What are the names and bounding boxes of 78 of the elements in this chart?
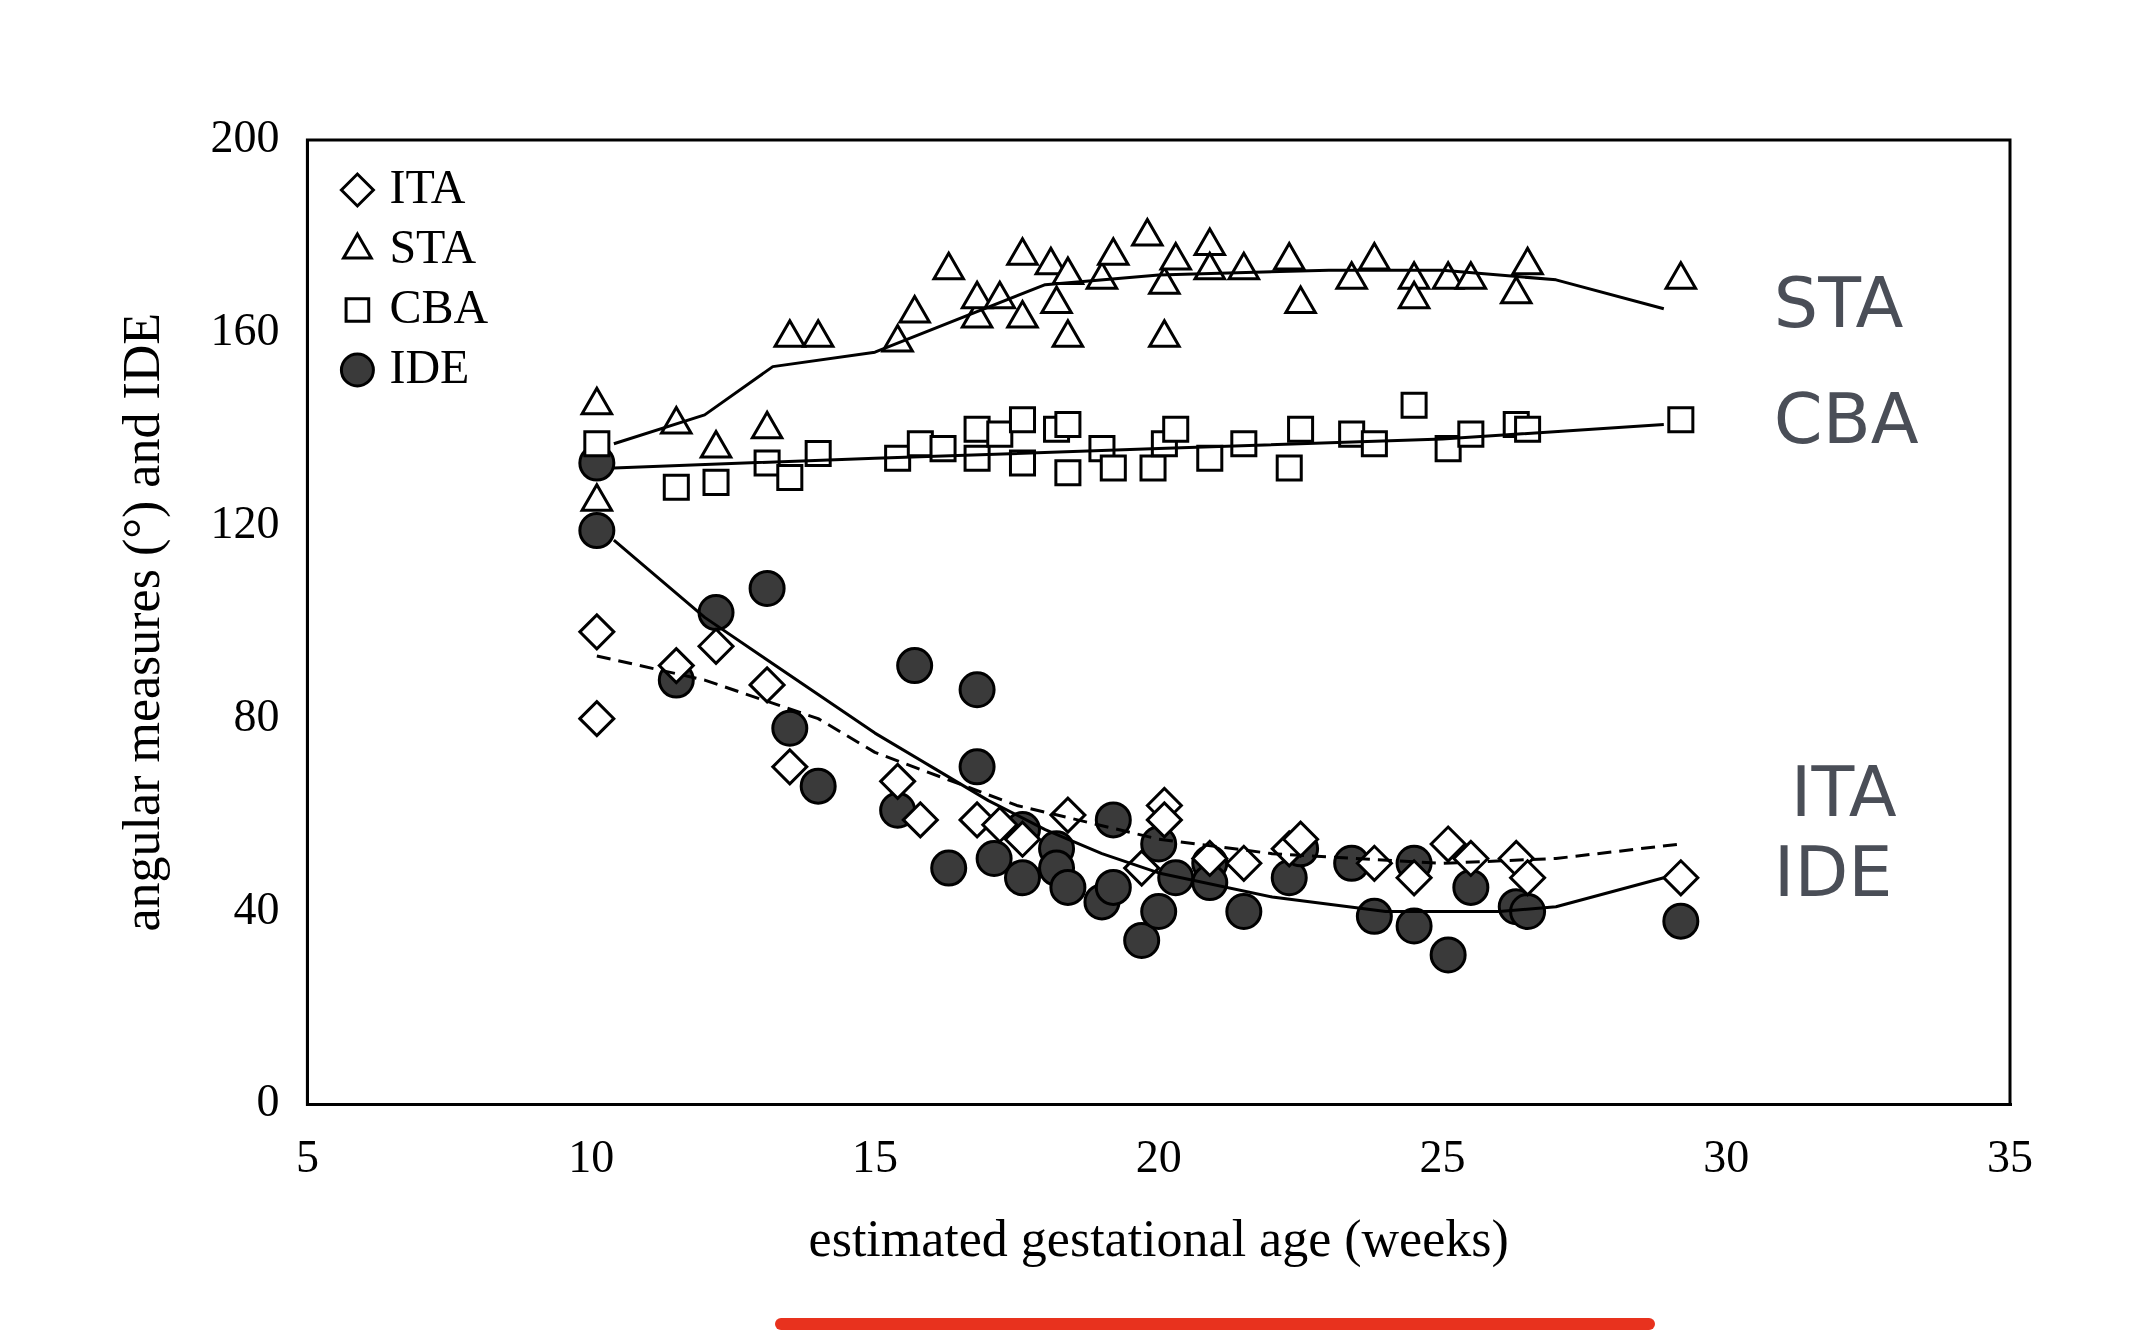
point [773,319,807,348]
x-tick-label: 15 [851,1131,898,1183]
x-tick-label: 20 [1135,1131,1182,1183]
point [1662,902,1700,940]
y-tick-label: 160 [210,303,280,355]
point [580,483,614,512]
point [771,709,809,747]
y-tick-label: 40 [233,882,280,934]
annotation: STA [1773,261,1904,344]
y-tick-label: 0 [256,1075,280,1127]
point [932,251,965,281]
x-axis-title: estimated gestational age (weeks) [808,1210,1509,1269]
point [799,767,837,805]
point [657,647,695,685]
x-tick-label: 30 [1703,1131,1750,1183]
point [1429,936,1467,974]
point [1282,820,1320,858]
point [1511,246,1544,276]
y-tick-label: 80 [233,689,280,741]
y-axis-title: angular measures (°) and IDE [112,312,171,932]
x-tick-label: 25 [1419,1131,1466,1183]
point [958,748,996,786]
point [1284,285,1317,314]
point [1145,801,1183,839]
point [1452,868,1490,906]
point [1270,859,1308,897]
point [1140,893,1178,931]
point [975,839,1013,877]
point [958,671,996,709]
legend-label: CBA [389,279,489,333]
point [801,319,835,348]
legend-label: ITA [389,159,466,213]
point [748,569,786,607]
point [898,295,931,324]
point [1006,237,1039,266]
point [1193,227,1226,257]
point [1097,237,1130,266]
y-tick-label: 120 [210,496,280,548]
point [1094,868,1132,906]
point [1664,261,1698,290]
point [1148,319,1181,348]
point [1355,844,1393,882]
annotation: CBA [1773,377,1919,460]
point [1335,261,1368,290]
point [1397,280,1431,310]
point [578,700,616,738]
point [580,386,614,416]
point [1123,921,1161,959]
point [1358,242,1391,271]
point [930,849,968,887]
point [896,647,934,685]
point [699,430,733,459]
point [1225,893,1263,931]
x-tick-label: 35 [1987,1131,2033,1183]
point [1395,859,1433,897]
legend-label: IDE [389,339,470,393]
point [901,801,939,839]
point [1094,801,1132,839]
point [1500,275,1533,305]
point [1454,261,1488,290]
point [1273,242,1306,271]
y-tick-label: 200 [210,111,280,163]
point [1040,285,1073,314]
point [1049,868,1087,906]
point [1003,859,1041,897]
point [1003,820,1041,858]
annotation: IDE [1773,830,1893,913]
point [1159,242,1192,271]
point [1395,907,1433,945]
point [1006,299,1039,329]
annotation: ITA [1790,750,1897,833]
x-tick-label: 5 [295,1131,319,1183]
point [981,806,1019,844]
x-tick-label: 10 [568,1131,615,1183]
point [1131,217,1164,247]
point [750,410,784,440]
point [1051,319,1085,348]
legend-label: STA [389,219,477,273]
